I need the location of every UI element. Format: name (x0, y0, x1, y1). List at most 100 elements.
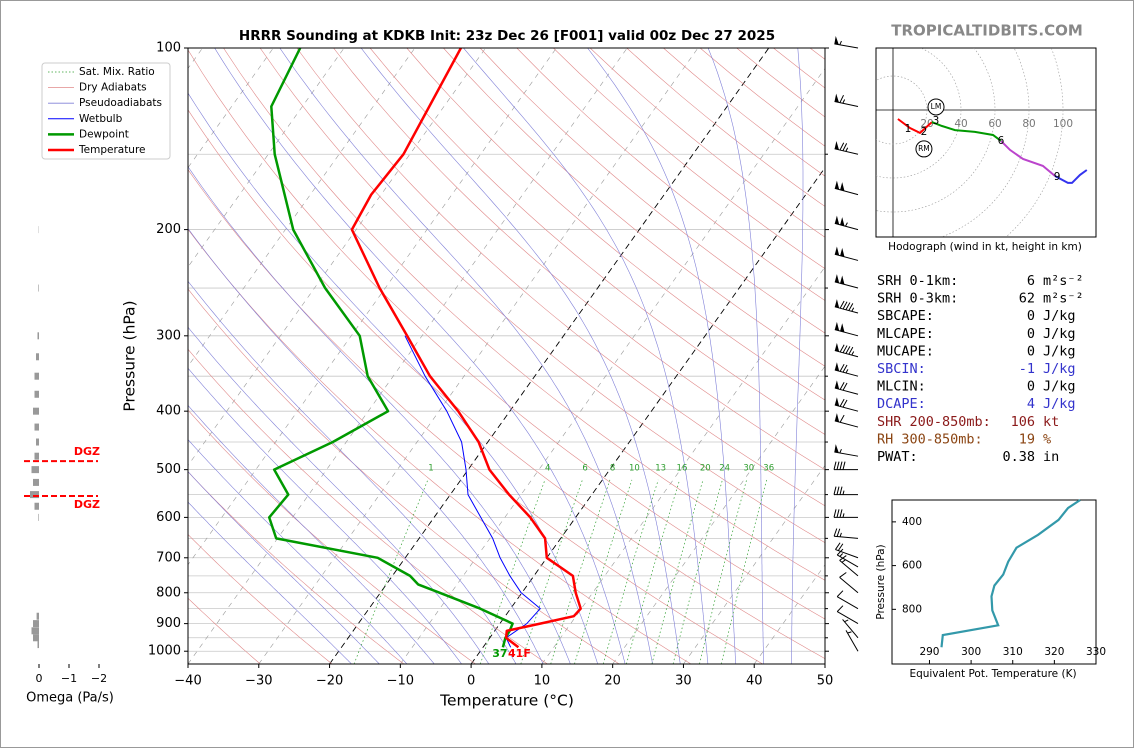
barb-shaft (836, 554, 859, 568)
omega-bar (38, 513, 39, 521)
omega-bar (33, 478, 39, 486)
stat-unit: J/kg (1043, 308, 1076, 324)
omega-bar (34, 423, 39, 431)
mixing-ratio-label: 20 (700, 464, 711, 474)
profile-line (404, 335, 541, 648)
mixing-ratio-line (602, 479, 659, 664)
barb-shaft (834, 281, 859, 289)
barb-full (835, 542, 841, 550)
x-tick-label: −20 (316, 674, 343, 689)
barb-full (837, 543, 844, 551)
mixing-ratio-label: 13 (655, 464, 666, 474)
barb-full (839, 461, 843, 470)
barb-flag (840, 217, 845, 226)
isotherm (188, 48, 486, 466)
stat-value: 62 (1019, 291, 1035, 307)
barb-flag (834, 362, 840, 372)
barb-full (833, 528, 838, 537)
dry-adiabat (259, 48, 825, 544)
pseudoadiabat (791, 48, 804, 664)
pseudoadiabat (188, 367, 462, 664)
pseudoadiabat (188, 404, 435, 664)
y-tick-label: 500 (156, 462, 181, 477)
wind-barb (836, 605, 859, 625)
barb-flag (834, 180, 840, 190)
wind-barb (834, 180, 859, 196)
barb-shaft (834, 404, 859, 412)
hodograph-ring-label: 40 (954, 118, 967, 130)
barb-full (839, 382, 845, 390)
stat-value: 4 (1027, 396, 1035, 412)
mixing-ratio-label: 36 (763, 464, 774, 474)
pseudoadiabat (188, 501, 352, 664)
isotherm (188, 48, 557, 566)
mixing-ratio-label: 30 (743, 464, 754, 474)
x-tick-label: 40 (746, 674, 763, 689)
plot-area: 1 4 6 8 10 13 16 20 24 30 36 (188, 48, 825, 664)
hodograph-line (1000, 140, 1056, 177)
barb-full (842, 143, 848, 151)
thetae-x-tick-label: 310 (1003, 646, 1023, 658)
barb-full (842, 399, 848, 408)
barb-flag (840, 275, 845, 285)
wind-barb (833, 486, 858, 496)
barb-full (842, 382, 848, 391)
barb-shaft (834, 329, 859, 337)
wind-barb (834, 246, 859, 261)
pseudoadiabat (707, 48, 764, 664)
omega-bar (36, 353, 39, 361)
barb-shaft (836, 611, 859, 625)
barb-half (842, 99, 846, 104)
barb-full (839, 509, 843, 518)
height-label: 3 (933, 115, 940, 127)
hodograph-ring (876, 48, 962, 179)
barb-full (839, 398, 845, 407)
x-tick-label: 30 (675, 674, 692, 689)
hodograph-caption: Hodograph (wind in kt, height in km) (888, 241, 1082, 253)
isotherm (188, 48, 416, 367)
barb-shaft (834, 451, 859, 457)
pseudoadiabat (188, 227, 544, 664)
barb-shaft (834, 387, 859, 395)
hodograph-line (931, 121, 1002, 142)
stat-value: 6 (1027, 273, 1035, 289)
profile-line (350, 48, 582, 649)
wind-barb (836, 590, 859, 610)
hodograph-line (1054, 169, 1088, 184)
pseudoadiabat (463, 48, 709, 664)
stat-value: 0 (1027, 308, 1035, 324)
wind-barb (839, 572, 859, 594)
barb-flag (840, 323, 845, 333)
barb-full (839, 572, 847, 578)
thetae-x-tick-label: 320 (1044, 646, 1064, 658)
wind-barb (834, 397, 859, 412)
dry-adiabat (223, 48, 825, 581)
stat-unit: m²s⁻² (1043, 291, 1084, 307)
legend-label: Wetbulb (79, 113, 123, 125)
wind-barb (834, 274, 859, 289)
pseudoadiabat (188, 439, 408, 664)
surface-temp-label: 41F (508, 647, 531, 660)
barb-flag (834, 413, 840, 423)
wind-barb (839, 555, 859, 577)
wind-barb (833, 461, 858, 471)
barb-full (833, 486, 837, 495)
y-tick-label: 300 (156, 328, 181, 343)
dry-adiabat (443, 48, 825, 367)
barb-full (833, 461, 837, 470)
barb-half (841, 559, 846, 563)
y-tick-label: 600 (156, 510, 181, 525)
barb-full (839, 486, 843, 495)
y-tick-label: 700 (156, 550, 181, 565)
barb-half (842, 490, 845, 495)
barb-flag (834, 299, 840, 308)
dry-adiabat (188, 409, 476, 664)
storm-motion-marker (927, 98, 945, 116)
profile-line (267, 48, 514, 648)
barb-flag (840, 247, 845, 257)
stat-unit: J/kg (1043, 379, 1076, 395)
omega-bar (36, 438, 39, 446)
x-tick-label: −10 (387, 674, 414, 689)
